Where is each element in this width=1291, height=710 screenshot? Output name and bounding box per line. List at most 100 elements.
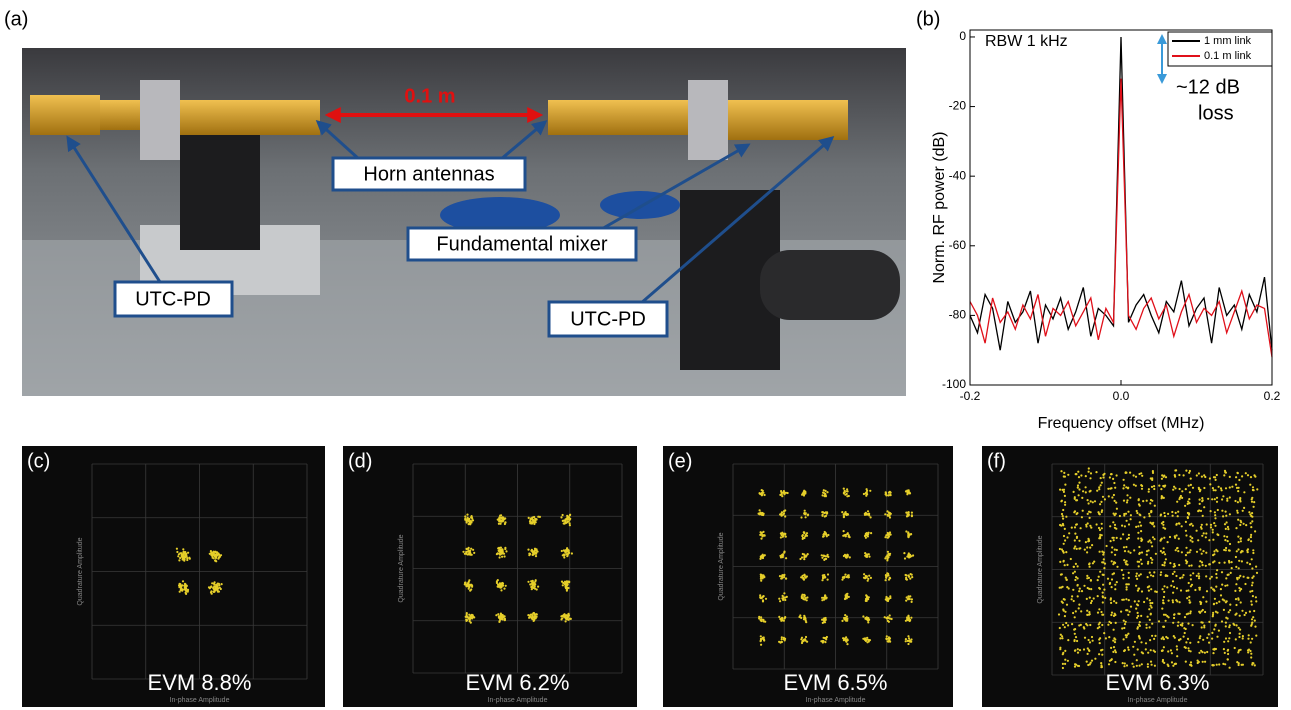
symbol — [1218, 562, 1220, 564]
symbol — [1098, 537, 1100, 539]
symbol — [1082, 510, 1084, 512]
symbol — [1212, 612, 1214, 614]
symbol — [1149, 619, 1151, 621]
symbol — [1083, 648, 1085, 650]
symbol — [1136, 628, 1138, 630]
symbol — [1206, 651, 1208, 653]
symbol — [1213, 664, 1215, 666]
symbol — [1101, 482, 1103, 484]
symbol — [1064, 564, 1066, 566]
symbol — [1214, 476, 1216, 478]
symbol — [1085, 524, 1087, 526]
symbol — [762, 637, 764, 639]
symbol — [1200, 621, 1202, 623]
symbol — [1251, 604, 1253, 606]
symbol — [1228, 560, 1230, 562]
symbol — [1200, 510, 1202, 512]
symbol — [781, 532, 783, 534]
symbol — [1223, 609, 1225, 611]
symbol — [1140, 530, 1142, 532]
symbol — [841, 579, 843, 581]
symbol — [1181, 551, 1183, 553]
symbol — [1078, 488, 1080, 490]
symbol — [1185, 534, 1187, 536]
symbol — [1211, 632, 1213, 634]
symbol — [908, 576, 910, 578]
symbol — [1197, 660, 1199, 662]
symbol — [799, 558, 801, 560]
symbol — [1160, 571, 1162, 573]
symbol — [1245, 472, 1247, 474]
symbol — [1190, 661, 1192, 663]
symbol — [1121, 599, 1123, 601]
symbol — [825, 511, 827, 513]
symbol — [1074, 650, 1076, 652]
symbol — [1179, 488, 1181, 490]
legend-label: 1 mm link — [1204, 35, 1252, 47]
symbol — [1229, 550, 1231, 552]
symbol — [1136, 573, 1138, 575]
symbol — [785, 536, 787, 538]
symbol — [759, 512, 761, 514]
symbol — [1129, 497, 1131, 499]
symbol — [1255, 635, 1257, 637]
symbol — [1123, 650, 1125, 652]
symbol — [1150, 510, 1152, 512]
symbol — [1245, 612, 1247, 614]
symbol — [1077, 595, 1079, 597]
x-axis-label: In-phase Amplitude — [1128, 697, 1188, 704]
symbol — [1101, 654, 1103, 656]
symbol — [1237, 519, 1239, 521]
legend-label: 0.1 m link — [1204, 50, 1252, 62]
symbol — [1147, 663, 1149, 665]
symbol — [1123, 620, 1125, 622]
symbol — [820, 640, 822, 642]
symbol — [1163, 537, 1165, 539]
symbol — [887, 573, 889, 575]
symbol — [1102, 584, 1104, 586]
symbol — [1154, 665, 1156, 667]
symbol — [779, 575, 781, 577]
symbol — [1198, 652, 1200, 654]
symbol — [890, 534, 892, 536]
symbol — [1138, 546, 1140, 548]
symbol — [1147, 652, 1149, 654]
symbol — [532, 553, 534, 555]
y-tick-label: -60 — [949, 238, 967, 252]
symbol — [1088, 511, 1090, 513]
symbol — [1067, 639, 1069, 641]
symbol — [1078, 607, 1080, 609]
symbol — [1071, 527, 1073, 529]
symbol — [1085, 541, 1087, 543]
symbol — [560, 615, 562, 617]
symbol — [1076, 499, 1078, 501]
symbol — [1187, 552, 1189, 554]
symbol — [1177, 511, 1179, 513]
symbol — [1103, 558, 1105, 560]
symbol — [1163, 591, 1165, 593]
symbol — [1124, 525, 1126, 527]
symbol — [564, 522, 566, 524]
symbol — [1128, 649, 1130, 651]
symbol — [1168, 600, 1170, 602]
symbol — [1235, 476, 1237, 478]
symbol — [1113, 561, 1115, 563]
symbol — [1163, 626, 1165, 628]
symbol — [1240, 649, 1242, 651]
y-tick-label: 0 — [959, 29, 966, 43]
symbol — [1141, 485, 1143, 487]
symbol — [1087, 647, 1089, 649]
symbol — [783, 620, 785, 622]
symbol — [1071, 595, 1073, 597]
symbol — [1151, 606, 1153, 608]
symbol — [179, 586, 181, 588]
symbol — [1152, 575, 1154, 577]
symbol — [1237, 501, 1239, 503]
symbol — [863, 493, 865, 495]
symbol — [909, 641, 911, 643]
symbol — [1071, 623, 1073, 625]
symbol — [1251, 623, 1253, 625]
symbol — [1099, 551, 1101, 553]
symbol — [221, 583, 223, 585]
symbol — [1088, 639, 1090, 641]
